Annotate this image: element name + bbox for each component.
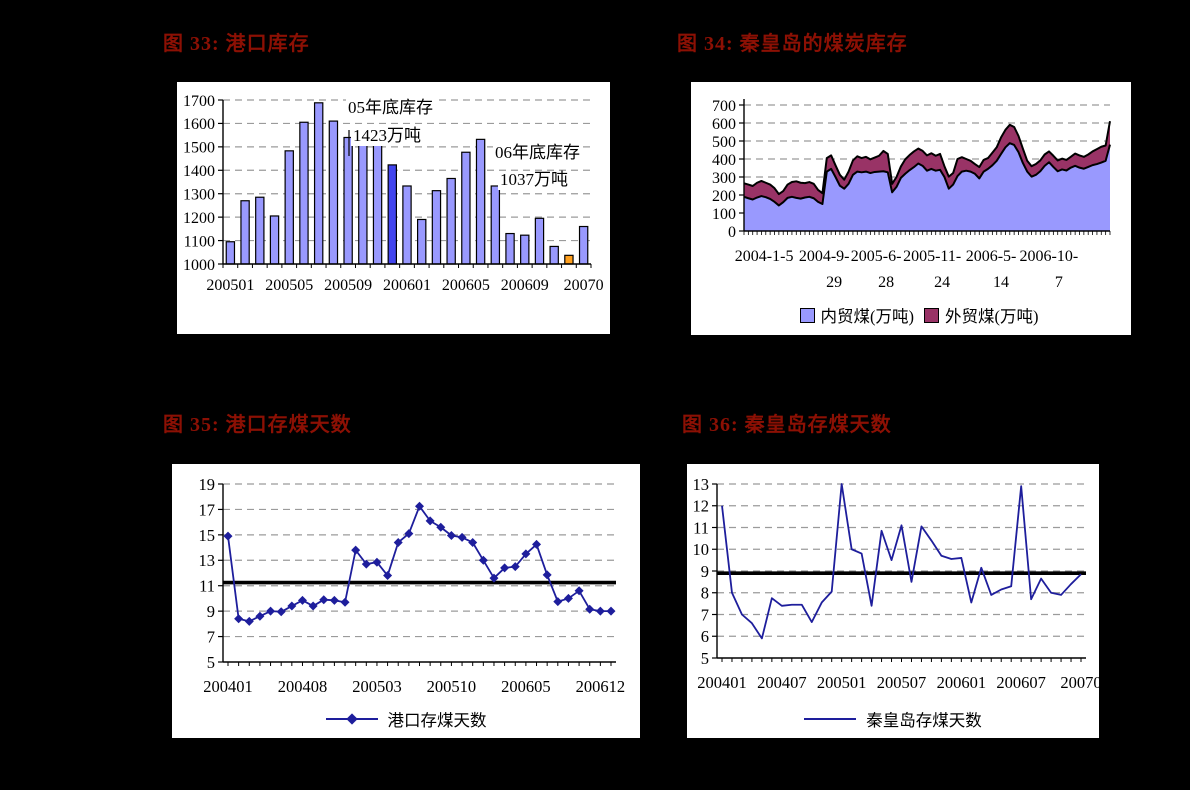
figure-35-title: 图 35: 港口存煤天数 bbox=[163, 414, 352, 436]
qhd-coal-days-chart: 5 6 7 8 9 10 11 12 13 200401 200407 200501 200507 200… bbox=[687, 464, 1100, 738]
svg-text:15: 15 bbox=[199, 526, 216, 545]
figure-34-title: 图 34: 秦皇岛的煤炭库存 bbox=[677, 33, 908, 55]
svg-text:10: 10 bbox=[693, 540, 710, 559]
svg-text:2004-9-: 2004-9- bbox=[799, 248, 850, 265]
qhd-days-legend: 秦皇岛存煤天数 bbox=[687, 707, 1099, 731]
svg-text:200510: 200510 bbox=[427, 677, 477, 696]
svg-text:1100: 1100 bbox=[184, 233, 215, 250]
svg-text:13: 13 bbox=[199, 551, 216, 570]
svg-text:5: 5 bbox=[701, 649, 709, 668]
svg-text:200509: 200509 bbox=[324, 277, 372, 294]
line-marker-swatch bbox=[325, 713, 378, 725]
svg-text:9: 9 bbox=[701, 562, 709, 581]
svg-text:200401: 200401 bbox=[203, 677, 253, 696]
svg-text:200407: 200407 bbox=[757, 673, 807, 692]
svg-text:2004-1-5: 2004-1-5 bbox=[735, 248, 794, 265]
svg-text:200401: 200401 bbox=[697, 673, 747, 692]
svg-text:11: 11 bbox=[199, 577, 215, 596]
line-swatch bbox=[804, 718, 857, 720]
svg-text:300: 300 bbox=[712, 170, 736, 187]
svg-text:17: 17 bbox=[199, 500, 216, 519]
svg-text:200605: 200605 bbox=[501, 677, 551, 696]
port-coal-days-chart: 5 7 9 11 13 15 17 19 200401 200408 200503 200510 200… bbox=[172, 464, 640, 738]
svg-text:200503: 200503 bbox=[352, 677, 402, 696]
svg-text:20070: 20070 bbox=[1060, 673, 1099, 692]
svg-text:200605: 200605 bbox=[442, 277, 490, 294]
svg-text:1200: 1200 bbox=[183, 210, 215, 227]
svg-text:20070: 20070 bbox=[564, 277, 604, 294]
domestic-coal-swatch-icon bbox=[799, 307, 815, 323]
svg-text:12: 12 bbox=[693, 497, 710, 516]
svg-text:5: 5 bbox=[207, 653, 215, 672]
svg-text:1700: 1700 bbox=[183, 93, 215, 110]
foreign-coal-label: 外贸煤(万吨) bbox=[945, 307, 1039, 326]
svg-text:24: 24 bbox=[934, 274, 950, 291]
svg-text:2005-6-: 2005-6- bbox=[851, 248, 902, 265]
svg-text:28: 28 bbox=[878, 274, 894, 291]
svg-text:200: 200 bbox=[712, 188, 736, 205]
svg-text:200501: 200501 bbox=[206, 277, 254, 294]
svg-text:1500: 1500 bbox=[183, 140, 215, 157]
svg-text:11: 11 bbox=[693, 518, 709, 537]
annotation-2005-yearend: 05年底库存 bbox=[346, 98, 435, 118]
svg-text:200501: 200501 bbox=[817, 673, 867, 692]
svg-text:1600: 1600 bbox=[183, 116, 215, 133]
svg-text:13: 13 bbox=[693, 475, 710, 494]
svg-text:29: 29 bbox=[826, 274, 842, 291]
svg-text:14: 14 bbox=[993, 274, 1009, 291]
svg-text:700: 700 bbox=[712, 98, 736, 115]
svg-text:6: 6 bbox=[701, 627, 709, 646]
svg-text:100: 100 bbox=[712, 206, 736, 223]
svg-text:9: 9 bbox=[207, 602, 215, 621]
svg-text:7: 7 bbox=[701, 605, 709, 624]
svg-text:0: 0 bbox=[728, 224, 736, 241]
foreign-coal-swatch-icon bbox=[924, 307, 939, 323]
qhd-inventory-legend: 内贸煤(万吨) 外贸煤(万吨) bbox=[691, 303, 1131, 327]
svg-text:1400: 1400 bbox=[183, 163, 215, 180]
qhd-coal-inventory-chart: 0 100 200 300 400 500 600 700 2004-1-5 2004-9- 29 2… bbox=[691, 82, 1131, 335]
svg-text:1300: 1300 bbox=[183, 186, 215, 203]
svg-text:200609: 200609 bbox=[501, 277, 549, 294]
annotation-2006-yearend-value: 1037万吨 bbox=[498, 170, 570, 190]
port-inventory-panel: 1000 1100 1200 1300 1400 1500 1600 1700 200501 20… bbox=[176, 81, 611, 335]
svg-text:2006-10-: 2006-10- bbox=[1020, 248, 1079, 265]
svg-text:600: 600 bbox=[712, 116, 736, 133]
figure-36-title: 图 36: 秦皇岛存煤天数 bbox=[682, 414, 892, 436]
figure-33-title: 图 33: 港口库存 bbox=[163, 33, 310, 55]
port-days-legend-label: 港口存煤天数 bbox=[387, 711, 487, 730]
svg-text:400: 400 bbox=[712, 152, 736, 169]
svg-text:7: 7 bbox=[207, 628, 215, 647]
domestic-coal-label: 内贸煤(万吨) bbox=[820, 307, 915, 326]
svg-text:200601: 200601 bbox=[937, 673, 987, 692]
svg-text:200507: 200507 bbox=[877, 673, 927, 692]
port-days-legend: 港口存煤天数 bbox=[172, 707, 640, 731]
annotation-2006-yearend: 06年底库存 bbox=[493, 143, 582, 163]
svg-text:1000: 1000 bbox=[183, 257, 215, 274]
qhd-coal-inventory-panel: 0 100 200 300 400 500 600 700 2004-1-5 2004-9- 29 2… bbox=[690, 81, 1132, 336]
svg-text:8: 8 bbox=[701, 584, 709, 603]
svg-text:19: 19 bbox=[199, 475, 216, 494]
legend-item-domestic-coal: 内贸煤(万吨) bbox=[799, 303, 915, 327]
svg-text:200408: 200408 bbox=[278, 677, 328, 696]
annotation-2005-yearend-value: 1423万吨 bbox=[351, 126, 423, 146]
svg-text:200505: 200505 bbox=[265, 277, 313, 294]
svg-text:200607: 200607 bbox=[996, 673, 1046, 692]
svg-text:7: 7 bbox=[1055, 274, 1063, 291]
legend-item-foreign-coal: 外贸煤(万吨) bbox=[924, 303, 1039, 327]
port-coal-days-panel: 5 7 9 11 13 15 17 19 200401 200408 200503 200510 200… bbox=[171, 463, 641, 739]
qhd-days-legend-label: 秦皇岛存煤天数 bbox=[866, 711, 982, 730]
port-inventory-chart: 1000 1100 1200 1300 1400 1500 1600 1700 200501 20… bbox=[177, 82, 610, 334]
svg-text:200601: 200601 bbox=[383, 277, 431, 294]
svg-text:200612: 200612 bbox=[576, 677, 626, 696]
svg-text:2006-5-: 2006-5- bbox=[966, 248, 1017, 265]
svg-text:2005-11-: 2005-11- bbox=[903, 248, 961, 265]
diamond-marker-icon bbox=[345, 713, 358, 725]
qhd-coal-days-panel: 5 6 7 8 9 10 11 12 13 200401 200407 200501 200507 200… bbox=[686, 463, 1100, 739]
svg-text:500: 500 bbox=[712, 134, 736, 151]
